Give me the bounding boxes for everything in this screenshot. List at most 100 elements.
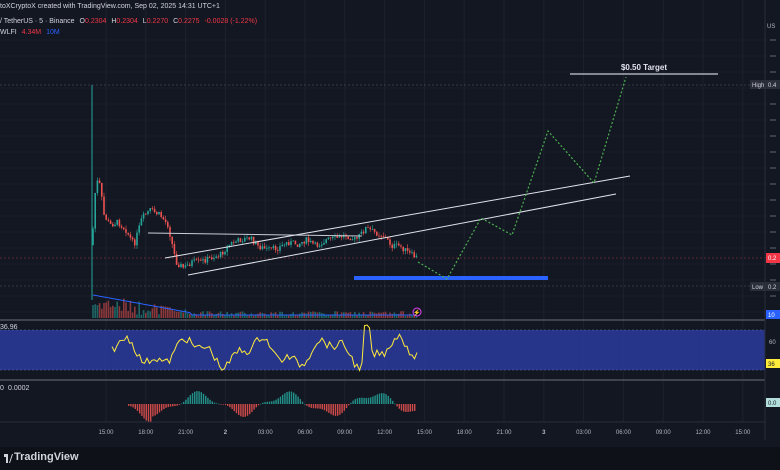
candle-body bbox=[197, 259, 200, 261]
volume-bar bbox=[338, 315, 341, 318]
macd-bar bbox=[227, 404, 229, 406]
volume-bar bbox=[140, 314, 143, 318]
macd-bar bbox=[189, 395, 191, 404]
macd-bar bbox=[403, 404, 405, 412]
macd-bar bbox=[205, 395, 207, 404]
price-tick-mark bbox=[770, 295, 776, 297]
volume-bar bbox=[248, 315, 250, 318]
macd-bar bbox=[409, 404, 411, 412]
candle-body bbox=[178, 264, 180, 268]
alert-icon[interactable] bbox=[412, 307, 422, 317]
macd-bar bbox=[130, 404, 132, 407]
rsi-level-60: 60 bbox=[769, 340, 776, 346]
candle-body bbox=[378, 235, 380, 237]
candle-body bbox=[129, 234, 132, 238]
candle-body bbox=[316, 242, 319, 247]
rising-channel-upper[interactable] bbox=[164, 175, 631, 259]
volume-bar bbox=[215, 314, 217, 318]
macd-bar bbox=[163, 404, 165, 410]
candle-body bbox=[248, 237, 250, 240]
candle-body bbox=[257, 241, 259, 246]
candle-body bbox=[362, 231, 365, 234]
rsi-value: 36.96 bbox=[0, 324, 18, 331]
macd-bar bbox=[396, 404, 398, 407]
macd-bar bbox=[273, 400, 275, 404]
candle-body bbox=[217, 256, 220, 258]
candle-body bbox=[371, 229, 374, 230]
candle-body bbox=[250, 236, 253, 240]
macd-bar bbox=[246, 404, 249, 416]
volume-bar bbox=[413, 314, 415, 318]
volume-bar bbox=[213, 314, 215, 318]
volume-bar bbox=[107, 300, 110, 318]
macd-histogram bbox=[128, 391, 416, 423]
candle-body bbox=[156, 212, 158, 215]
macd-bar bbox=[394, 403, 396, 405]
volume-tag-text: 10 bbox=[768, 313, 775, 319]
candle-body bbox=[325, 239, 327, 243]
time-tick-label: 15:00 bbox=[98, 430, 114, 436]
price-tick-mark bbox=[770, 103, 776, 105]
support-zone-rect[interactable] bbox=[354, 276, 548, 280]
macd-bar bbox=[295, 394, 297, 404]
macd-bar bbox=[345, 404, 348, 409]
projected-path[interactable] bbox=[417, 76, 627, 280]
price-axis-ticks bbox=[770, 39, 776, 297]
symbol-legend[interactable]: / TetherUS · 5 · Binance O0.2304 H0.2304… bbox=[0, 18, 257, 25]
volume-bar bbox=[129, 300, 132, 318]
volume-bar bbox=[332, 314, 334, 318]
candle-body bbox=[314, 242, 316, 244]
volume-legend[interactable]: WLFI 4.34M 10M bbox=[0, 29, 60, 36]
volume-bar bbox=[136, 314, 138, 318]
ohlc-close-label: C bbox=[173, 18, 179, 25]
macd-bar bbox=[178, 404, 180, 405]
ohlc-open-label: O bbox=[79, 18, 85, 25]
macd-bar bbox=[238, 404, 240, 415]
volume-bar bbox=[120, 310, 123, 318]
time-axis[interactable]: 15:00 18:00 21:00 2 03:00 06:00 09:00 12:00 15:0… bbox=[98, 430, 750, 436]
volume-bar bbox=[272, 313, 275, 318]
candle-body bbox=[239, 238, 242, 243]
macd-bar bbox=[187, 397, 189, 404]
volume-bar bbox=[167, 306, 169, 318]
candle-body bbox=[244, 237, 246, 242]
macd-bar bbox=[224, 404, 227, 405]
candle-body bbox=[310, 240, 312, 243]
candle-body bbox=[373, 229, 376, 232]
rising-channel-lower[interactable] bbox=[187, 193, 617, 276]
macd-bar bbox=[158, 404, 161, 413]
macd-bar bbox=[354, 399, 356, 404]
time-tick-label: 12:00 bbox=[377, 430, 393, 436]
candle-body bbox=[261, 246, 264, 250]
symbol-name: / TetherUS · 5 · Binance bbox=[0, 18, 75, 25]
macd-bar bbox=[317, 404, 319, 409]
macd-bar bbox=[372, 396, 374, 404]
candle-body bbox=[169, 227, 171, 237]
candle-body bbox=[118, 219, 121, 227]
volume-bar bbox=[415, 315, 418, 318]
candle-body bbox=[266, 247, 268, 249]
macd-bar bbox=[165, 404, 167, 408]
macd-bar bbox=[308, 404, 310, 408]
horizontal-resistance-line[interactable] bbox=[147, 232, 363, 237]
candle-body bbox=[288, 242, 290, 246]
candle-body bbox=[136, 232, 138, 246]
volume-bar bbox=[255, 314, 257, 318]
candlesticks bbox=[92, 177, 418, 270]
volume-bar bbox=[257, 313, 259, 318]
volume-bar bbox=[224, 314, 226, 318]
ohlc-change: -0.0028 (-1.22%) bbox=[204, 18, 258, 25]
candle-body bbox=[279, 246, 281, 251]
price-tag bbox=[766, 253, 780, 263]
time-tick-label: 09:00 bbox=[337, 430, 353, 436]
candle-body bbox=[123, 227, 125, 230]
macd-bar bbox=[306, 404, 308, 406]
price-axis[interactable] bbox=[765, 0, 780, 440]
candle-body bbox=[101, 182, 103, 197]
candle-body bbox=[336, 235, 338, 238]
volume-bar bbox=[230, 313, 233, 318]
candle-body bbox=[281, 244, 283, 247]
candle-body bbox=[103, 196, 105, 215]
candle-body bbox=[307, 237, 310, 243]
